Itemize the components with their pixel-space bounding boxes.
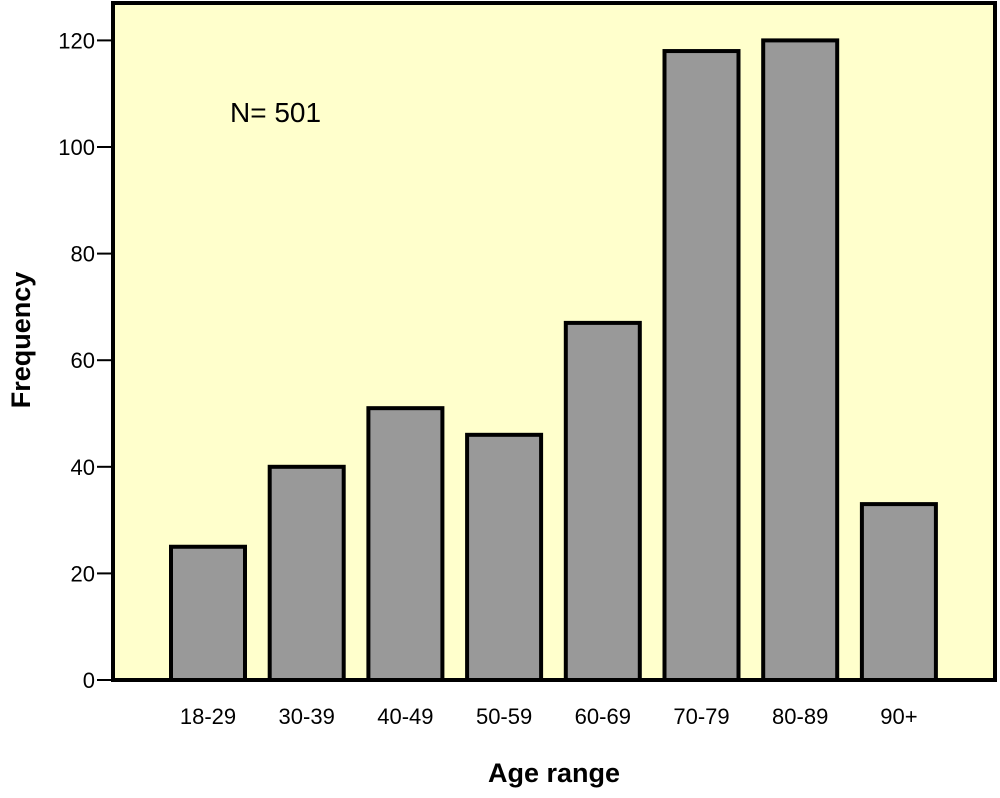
x-tick-label: 60-69	[575, 704, 631, 729]
x-tick-label: 18-29	[180, 704, 236, 729]
bar-30-39	[267, 464, 346, 682]
x-tick-label: 40-49	[377, 704, 433, 729]
x-tick-label: 70-79	[673, 704, 729, 729]
x-tick-label: 30-39	[279, 704, 335, 729]
bar-50-59	[465, 432, 544, 682]
bar-18-29	[169, 544, 247, 682]
y-tick-label: 80	[71, 242, 95, 267]
bar-40-49	[366, 406, 445, 682]
bar-60-69	[563, 320, 642, 682]
y-axis-label: Frequency	[6, 272, 36, 409]
y-tick-label: 60	[71, 348, 95, 373]
x-axis-label: Age range	[488, 758, 620, 788]
bar-70-79	[662, 49, 741, 683]
plot-area	[111, 1, 997, 682]
x-tick-label: 80-89	[772, 704, 828, 729]
x-tick-label: 50-59	[476, 704, 532, 729]
x-tick-label: 90+	[880, 704, 917, 729]
y-tick-label: 0	[83, 668, 95, 693]
y-tick-label: 20	[71, 561, 95, 586]
bar-80-89	[761, 38, 840, 682]
y-tick-label: 120	[58, 28, 95, 53]
y-tick-label: 100	[58, 135, 95, 160]
y-tick-label: 40	[71, 455, 95, 480]
bar-90+	[859, 502, 938, 682]
n-annotation: N= 501	[230, 97, 321, 128]
